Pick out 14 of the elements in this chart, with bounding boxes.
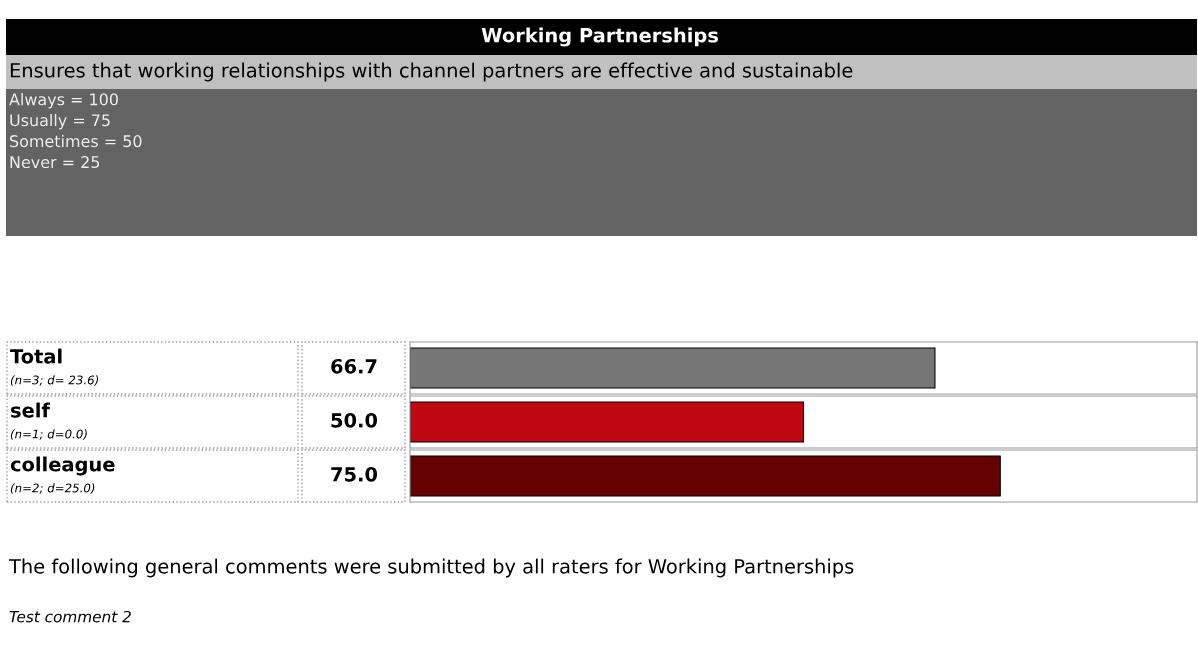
y-tick-label: self — [11, 402, 51, 418]
text: Always = 100 Usually = 75 Sometimes = 50 Never = 25 — [9, 93, 142, 169]
data-label: 66.7 — [331, 358, 377, 374]
text: The following general comments were submitted by all raters for Working Partnerships — [8, 558, 854, 578]
text: (n=2; d=25.0) — [10, 483, 95, 494]
text: Test comment 2 — [9, 610, 131, 623]
data-label: 50.0 — [331, 412, 378, 428]
chart-title: Working Partnerships — [481, 27, 718, 47]
text: (n=3; d= 23.6) — [10, 375, 99, 386]
data-label: 75.0 — [331, 466, 378, 482]
y-tick-label: Total — [10, 348, 62, 364]
text: (n=1; d=0.0) — [10, 429, 87, 440]
y-tick-label: colleague — [10, 456, 115, 476]
chart-subtitle: Ensures that working relationships with channel partners are effective and sustainable — [10, 62, 853, 82]
